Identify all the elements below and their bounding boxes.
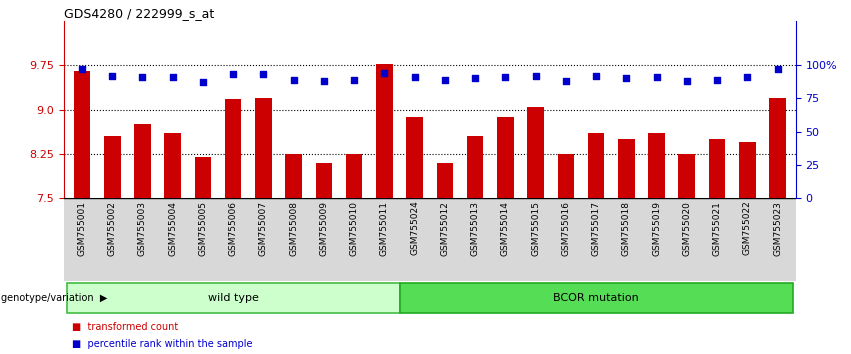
Text: ■  transformed count: ■ transformed count [72, 322, 179, 332]
Text: GDS4280 / 222999_s_at: GDS4280 / 222999_s_at [64, 7, 214, 20]
Bar [739, 142, 756, 354]
Bar [134, 125, 151, 354]
Point [620, 76, 633, 81]
Bar [769, 98, 785, 354]
Text: GSM755012: GSM755012 [440, 201, 449, 256]
Text: GSM755002: GSM755002 [108, 201, 117, 256]
Text: ■  percentile rank within the sample: ■ percentile rank within the sample [72, 339, 253, 349]
Text: GSM755017: GSM755017 [591, 201, 601, 256]
Bar [316, 163, 332, 354]
Point [711, 77, 724, 82]
Text: GSM755014: GSM755014 [501, 201, 510, 256]
FancyBboxPatch shape [399, 283, 792, 313]
FancyBboxPatch shape [67, 283, 399, 313]
Text: GSM755008: GSM755008 [289, 201, 298, 256]
Point [378, 70, 391, 76]
Point [257, 72, 271, 77]
Text: GSM755020: GSM755020 [683, 201, 691, 256]
Point [650, 74, 664, 80]
Point [740, 74, 754, 80]
Text: BCOR mutation: BCOR mutation [553, 292, 639, 303]
Bar [528, 107, 544, 354]
Text: GSM755019: GSM755019 [652, 201, 661, 256]
Point [287, 77, 300, 82]
Text: GSM755006: GSM755006 [229, 201, 237, 256]
Text: GSM755001: GSM755001 [77, 201, 87, 256]
Text: GSM755011: GSM755011 [380, 201, 389, 256]
Text: GSM755013: GSM755013 [471, 201, 480, 256]
Bar [497, 117, 514, 354]
Bar [255, 98, 271, 354]
Bar [678, 154, 695, 354]
Text: GSM755021: GSM755021 [712, 201, 722, 256]
Bar [285, 154, 302, 354]
Bar [74, 72, 90, 354]
Point [196, 80, 209, 85]
Point [166, 74, 180, 80]
Point [438, 77, 452, 82]
Bar [104, 136, 121, 354]
Text: wild type: wild type [208, 292, 259, 303]
Text: GSM755004: GSM755004 [168, 201, 177, 256]
Bar [557, 154, 574, 354]
Bar [164, 133, 181, 354]
Text: GSM755005: GSM755005 [198, 201, 208, 256]
Text: genotype/variation  ▶: genotype/variation ▶ [1, 292, 107, 303]
Point [75, 66, 89, 72]
Point [226, 72, 240, 77]
Bar [467, 136, 483, 354]
Point [408, 74, 421, 80]
Text: GSM755018: GSM755018 [622, 201, 631, 256]
Bar [437, 163, 454, 354]
Text: GSM755003: GSM755003 [138, 201, 147, 256]
Bar [376, 64, 392, 354]
Bar [346, 154, 363, 354]
Bar [225, 99, 242, 354]
Bar [618, 139, 635, 354]
Text: GSM755009: GSM755009 [319, 201, 328, 256]
Text: GSM755007: GSM755007 [259, 201, 268, 256]
Text: GSM755022: GSM755022 [743, 201, 751, 256]
Point [468, 76, 482, 81]
Point [559, 78, 573, 84]
Bar [709, 139, 725, 354]
Point [771, 66, 785, 72]
Bar [588, 133, 604, 354]
Bar [648, 133, 665, 354]
Text: GSM755015: GSM755015 [531, 201, 540, 256]
Point [135, 74, 149, 80]
Text: GSM755016: GSM755016 [562, 201, 570, 256]
Point [347, 77, 361, 82]
Text: GSM755023: GSM755023 [773, 201, 782, 256]
Text: GSM755010: GSM755010 [350, 201, 358, 256]
Point [499, 74, 512, 80]
Point [317, 78, 331, 84]
Bar [406, 117, 423, 354]
Text: GSM755024: GSM755024 [410, 201, 420, 256]
Point [106, 73, 119, 79]
Bar [195, 157, 211, 354]
Point [589, 73, 603, 79]
Point [528, 73, 542, 79]
Point [680, 78, 694, 84]
